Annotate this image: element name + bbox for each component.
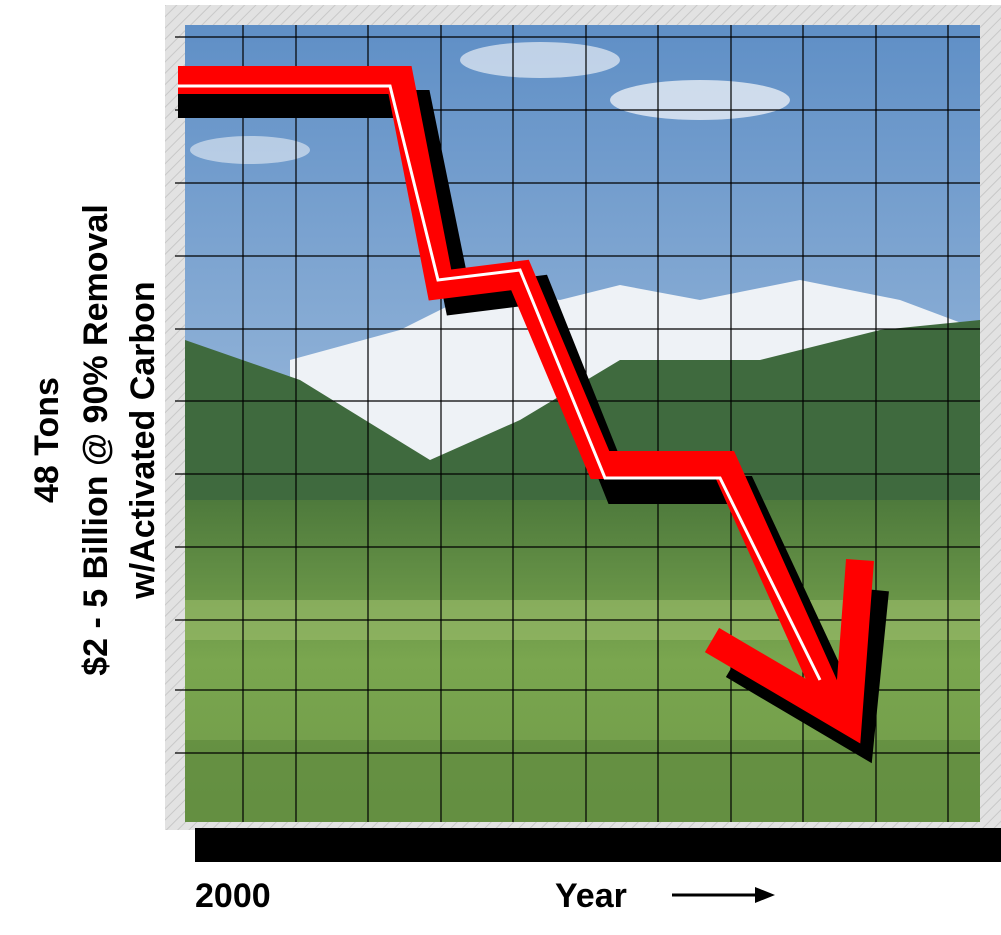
trend-arrow [178, 66, 889, 764]
y-axis-label: 48 Tons $2 - 5 Billion @ 90% Removal w/A… [28, 204, 162, 676]
x-start-label: 2000 [195, 877, 271, 915]
y-label-line: w/Activated Carbon [124, 281, 162, 599]
x-axis-label: Year [555, 877, 627, 915]
x-axis-arrow [672, 887, 775, 903]
y-label-line: 48 Tons [28, 377, 66, 503]
y-label-line: $2 - 5 Billion @ 90% Removal [77, 204, 115, 676]
x-axis-bar [195, 828, 1001, 862]
